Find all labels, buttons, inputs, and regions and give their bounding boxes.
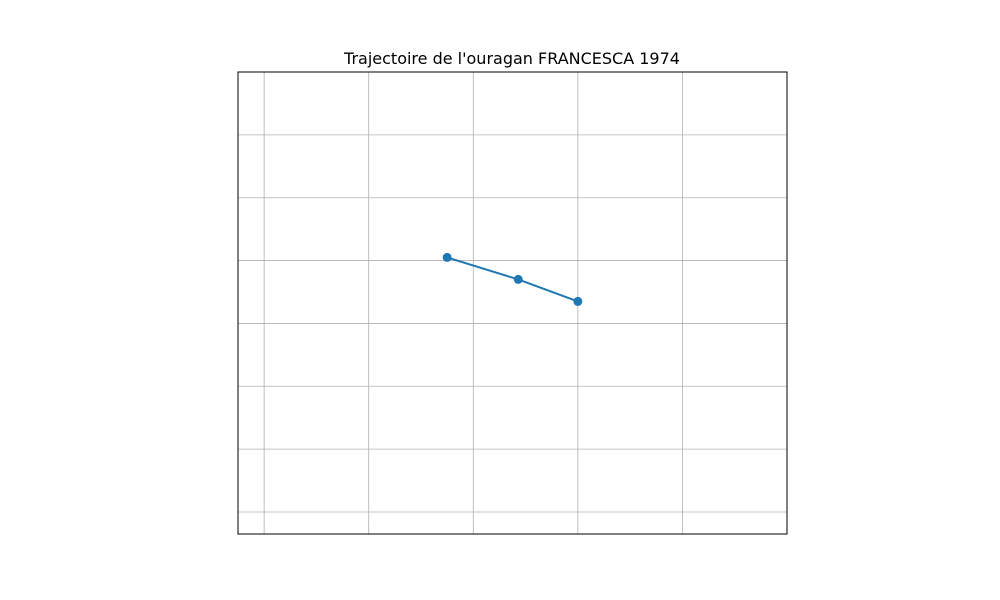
axes-frame [237,71,788,535]
track-point-0 [442,252,452,262]
series-layer [442,252,583,306]
axes-background [238,72,787,534]
plot-area [237,71,788,535]
track-point-1 [513,274,523,284]
chart-title: Trajectoire de l'ouragan FRANCESCA 1974 [343,49,680,68]
grid [238,71,787,534]
track-point-2 [573,296,583,306]
